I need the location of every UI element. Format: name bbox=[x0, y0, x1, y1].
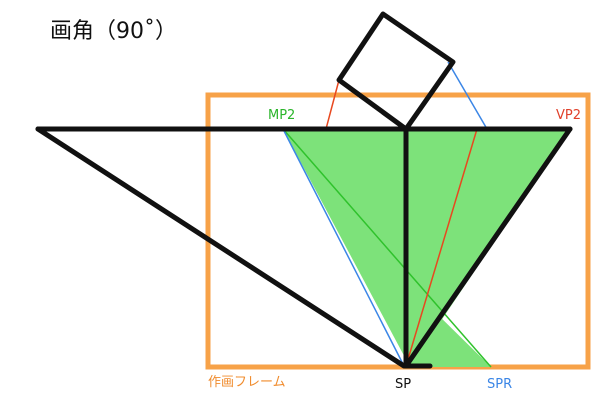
left-diagonal-line bbox=[35, 126, 407, 369]
rotated-square bbox=[336, 11, 456, 132]
blue-line-mp2-sp bbox=[282, 128, 405, 367]
mp2-label: MP2 bbox=[268, 108, 295, 123]
green-triangle-upper bbox=[283, 129, 570, 367]
diagram-title: 画角（90˚） bbox=[50, 19, 177, 44]
red-line-to-sp bbox=[405, 128, 478, 367]
drawing-frame bbox=[205, 92, 591, 370]
drawing-frame-label: 作画フレーム bbox=[208, 375, 286, 390]
spr-label: SPR bbox=[487, 377, 512, 392]
mp2-to-spr-line bbox=[282, 128, 492, 368]
sp-label: SP bbox=[395, 377, 411, 392]
red-line-square-projection bbox=[325, 79, 340, 130]
right-diagonal-line bbox=[403, 126, 573, 369]
blue-line-square-projection bbox=[447, 61, 488, 130]
vp2-label: VP2 bbox=[556, 108, 581, 123]
green-triangle-lower bbox=[410, 307, 491, 367]
